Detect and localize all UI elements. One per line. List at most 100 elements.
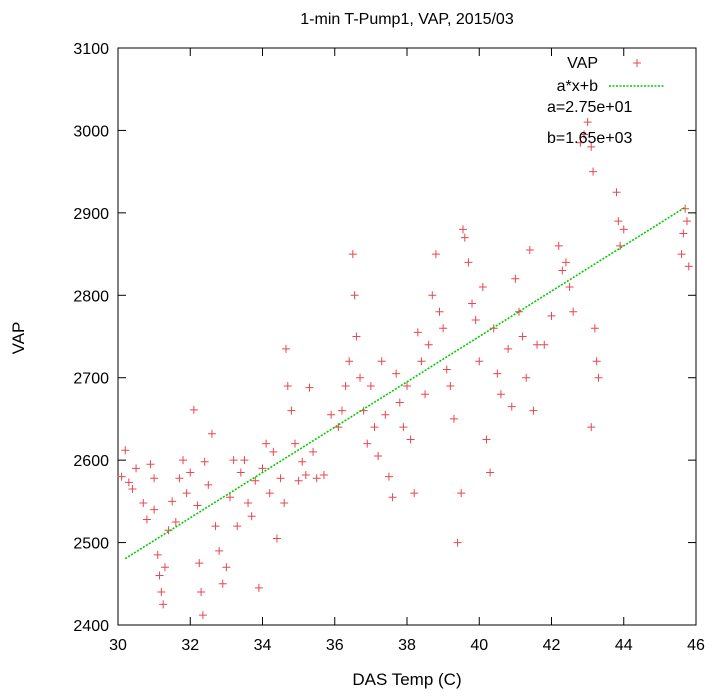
data-point xyxy=(583,118,592,127)
data-points xyxy=(117,118,693,620)
data-point xyxy=(410,489,419,498)
data-point xyxy=(345,357,354,366)
data-point xyxy=(211,522,220,531)
y-tick-label: 2500 xyxy=(73,536,109,553)
data-point xyxy=(587,142,596,151)
data-point xyxy=(439,324,448,333)
data-point xyxy=(236,468,245,477)
data-point xyxy=(468,299,477,308)
x-axis-title: DAS Temp (C) xyxy=(352,670,461,689)
data-point xyxy=(589,167,598,176)
data-point xyxy=(554,241,563,250)
annotation-a: a=2.75e+01 xyxy=(547,99,633,116)
y-axis: 2400 2500 2600 2700 2800 2900 3000 3100 xyxy=(73,41,696,635)
data-point xyxy=(395,398,404,407)
x-tick-label: 38 xyxy=(398,637,416,654)
data-point xyxy=(403,381,411,390)
data-point xyxy=(132,464,141,473)
data-point xyxy=(283,381,292,390)
data-point xyxy=(428,291,437,300)
data-point xyxy=(215,546,224,555)
data-point xyxy=(529,406,538,415)
data-point xyxy=(309,447,318,456)
data-point xyxy=(511,274,520,283)
data-point xyxy=(280,499,289,508)
annotation-b: b=1.65e+03 xyxy=(547,130,633,147)
x-tick-label: 40 xyxy=(470,637,488,654)
data-point xyxy=(417,357,426,366)
data-point xyxy=(533,340,542,349)
data-point xyxy=(337,406,346,415)
data-point xyxy=(301,470,310,479)
data-point xyxy=(155,571,164,580)
data-point xyxy=(392,369,401,378)
data-point xyxy=(276,474,285,483)
data-point xyxy=(457,489,466,498)
data-point xyxy=(590,324,599,333)
data-point xyxy=(189,405,198,414)
data-point xyxy=(128,484,137,493)
data-point xyxy=(117,472,126,481)
data-point xyxy=(366,381,375,390)
data-point xyxy=(150,505,159,514)
data-point xyxy=(287,406,296,415)
data-point xyxy=(569,307,578,316)
data-point xyxy=(453,538,462,547)
x-tick-label: 46 xyxy=(687,637,705,654)
data-point xyxy=(195,559,204,568)
data-point xyxy=(222,563,231,572)
data-point xyxy=(121,446,130,455)
data-point xyxy=(540,340,549,349)
legend-label-vap: VAP xyxy=(567,55,598,72)
data-point xyxy=(679,229,688,238)
data-point xyxy=(616,241,625,250)
data-point xyxy=(298,457,307,466)
legend: VAP a*x+b a=2.75e+01 b=1.65e+03 xyxy=(547,55,665,147)
data-point xyxy=(514,307,523,316)
data-point xyxy=(482,435,491,444)
data-point xyxy=(291,439,300,448)
data-point xyxy=(258,464,267,473)
data-point xyxy=(507,402,516,411)
data-point xyxy=(377,357,386,366)
legend-plus-marker xyxy=(633,59,641,67)
fit-line xyxy=(124,206,686,560)
data-point xyxy=(247,512,256,521)
data-point xyxy=(421,390,430,399)
data-point xyxy=(262,439,271,448)
data-point xyxy=(587,423,596,432)
data-point xyxy=(233,522,242,531)
data-point xyxy=(352,332,361,341)
data-point xyxy=(193,501,202,510)
data-point xyxy=(225,493,234,502)
data-point xyxy=(198,611,207,620)
data-point xyxy=(558,266,567,275)
data-point xyxy=(168,497,177,506)
data-point xyxy=(179,456,188,465)
data-point xyxy=(160,563,169,572)
x-tick-label: 36 xyxy=(326,637,344,654)
y-tick-label: 2400 xyxy=(73,618,109,635)
x-tick-label: 44 xyxy=(615,637,633,654)
data-point xyxy=(142,515,151,524)
data-point xyxy=(458,225,467,234)
data-point xyxy=(388,493,397,502)
data-point xyxy=(475,357,484,366)
data-point xyxy=(370,423,379,432)
legend-label-fit: a*x+b xyxy=(557,78,598,95)
data-point xyxy=(204,480,213,489)
data-point xyxy=(561,258,570,267)
data-point xyxy=(431,250,440,259)
y-tick-label: 2800 xyxy=(73,288,109,305)
y-tick-label: 3100 xyxy=(73,41,109,58)
data-point xyxy=(594,373,603,382)
data-point xyxy=(319,470,328,479)
data-point xyxy=(486,468,495,477)
data-point xyxy=(341,381,350,390)
data-point xyxy=(272,534,281,543)
data-point xyxy=(171,517,180,526)
x-axis: 30 32 34 36 38 40 42 44 46 xyxy=(109,48,705,654)
y-tick-label: 2600 xyxy=(73,453,109,470)
data-point xyxy=(186,468,195,477)
